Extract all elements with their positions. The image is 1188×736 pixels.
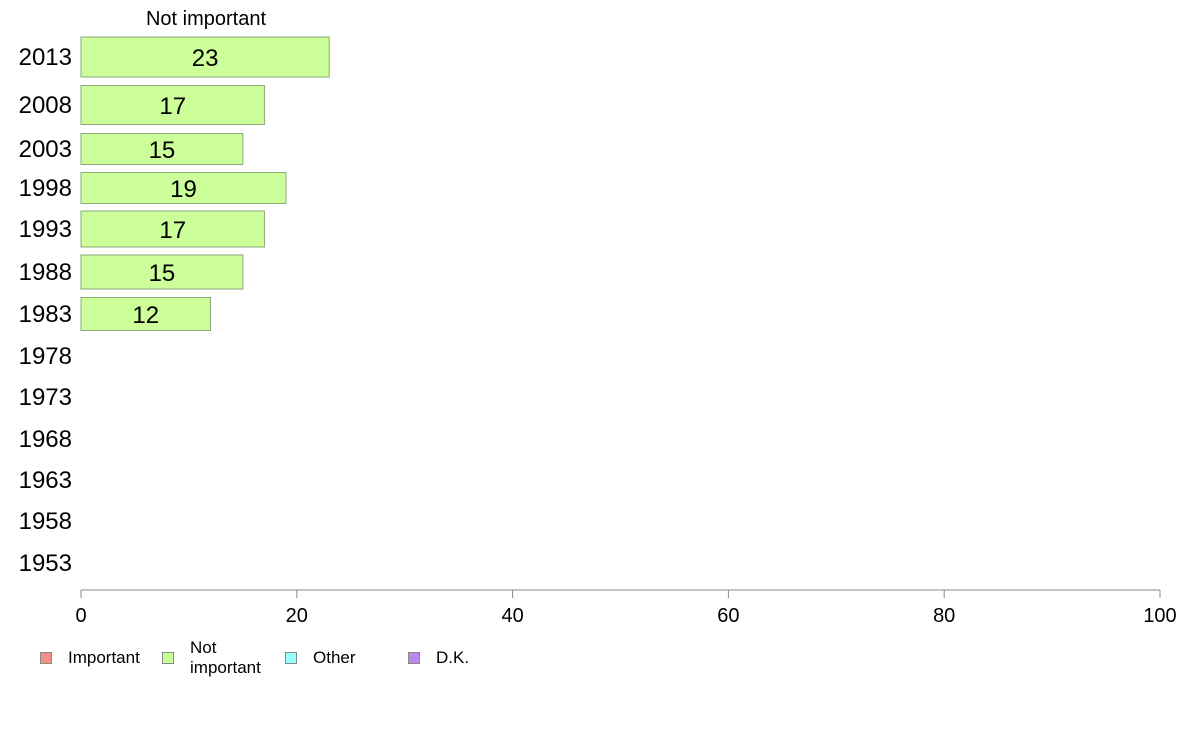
x-tick-label: 100	[1143, 605, 1176, 627]
y-tick-label: 1953	[19, 550, 72, 577]
legend-label: Other	[313, 648, 356, 667]
data-label: 15	[149, 260, 176, 287]
bar	[80, 172, 287, 204]
legend-item-dk: D.K.	[408, 640, 469, 668]
legend-swatch-dk	[408, 652, 420, 664]
y-tick-label: 1958	[19, 508, 72, 535]
bar	[80, 36, 330, 78]
y-tick-label: 2008	[19, 92, 72, 119]
bar	[80, 254, 244, 290]
chart-title: Not important	[146, 8, 266, 30]
data-label: 15	[149, 137, 176, 164]
legend-swatch-not-important	[162, 652, 174, 664]
y-tick-label: 1963	[19, 467, 72, 494]
legend-label: Important	[68, 648, 140, 667]
bar	[80, 85, 265, 125]
legend-item-important: Important	[40, 640, 140, 668]
data-label: 12	[132, 302, 159, 329]
legend-swatch-other	[285, 652, 297, 664]
data-label: 17	[159, 93, 186, 120]
x-tick-label: 20	[286, 605, 308, 627]
legend-item-other: Other	[285, 640, 356, 668]
bar	[80, 210, 265, 248]
y-tick-label: 1988	[19, 259, 72, 286]
x-tick-label: 40	[501, 605, 523, 627]
data-label: 19	[170, 176, 197, 203]
y-tick-label: 2013	[19, 44, 72, 71]
y-tick-label: 1978	[19, 343, 72, 370]
x-tick-label: 60	[717, 605, 739, 627]
legend: Important Not important Other D.K.	[0, 638, 1188, 690]
legend-label: Not important	[190, 638, 261, 677]
y-tick-label: 1993	[19, 216, 72, 243]
bar	[80, 133, 244, 165]
x-tick-label: 80	[933, 605, 955, 627]
x-axis: 0 20 40 60 80 100	[75, 589, 1177, 627]
bar	[80, 297, 211, 331]
x-tick-label: 0	[75, 605, 86, 627]
legend-item-not-important: Not important	[162, 630, 280, 678]
y-tick-label: 1998	[19, 175, 72, 202]
data-label: 17	[159, 217, 186, 244]
y-tick-label: 2003	[19, 136, 72, 163]
y-tick-label: 1968	[19, 426, 72, 453]
legend-swatch-important	[40, 652, 52, 664]
y-tick-label: 1973	[19, 384, 72, 411]
legend-label: D.K.	[436, 648, 470, 667]
data-label: 23	[192, 45, 219, 72]
y-tick-label: 1983	[19, 301, 72, 328]
